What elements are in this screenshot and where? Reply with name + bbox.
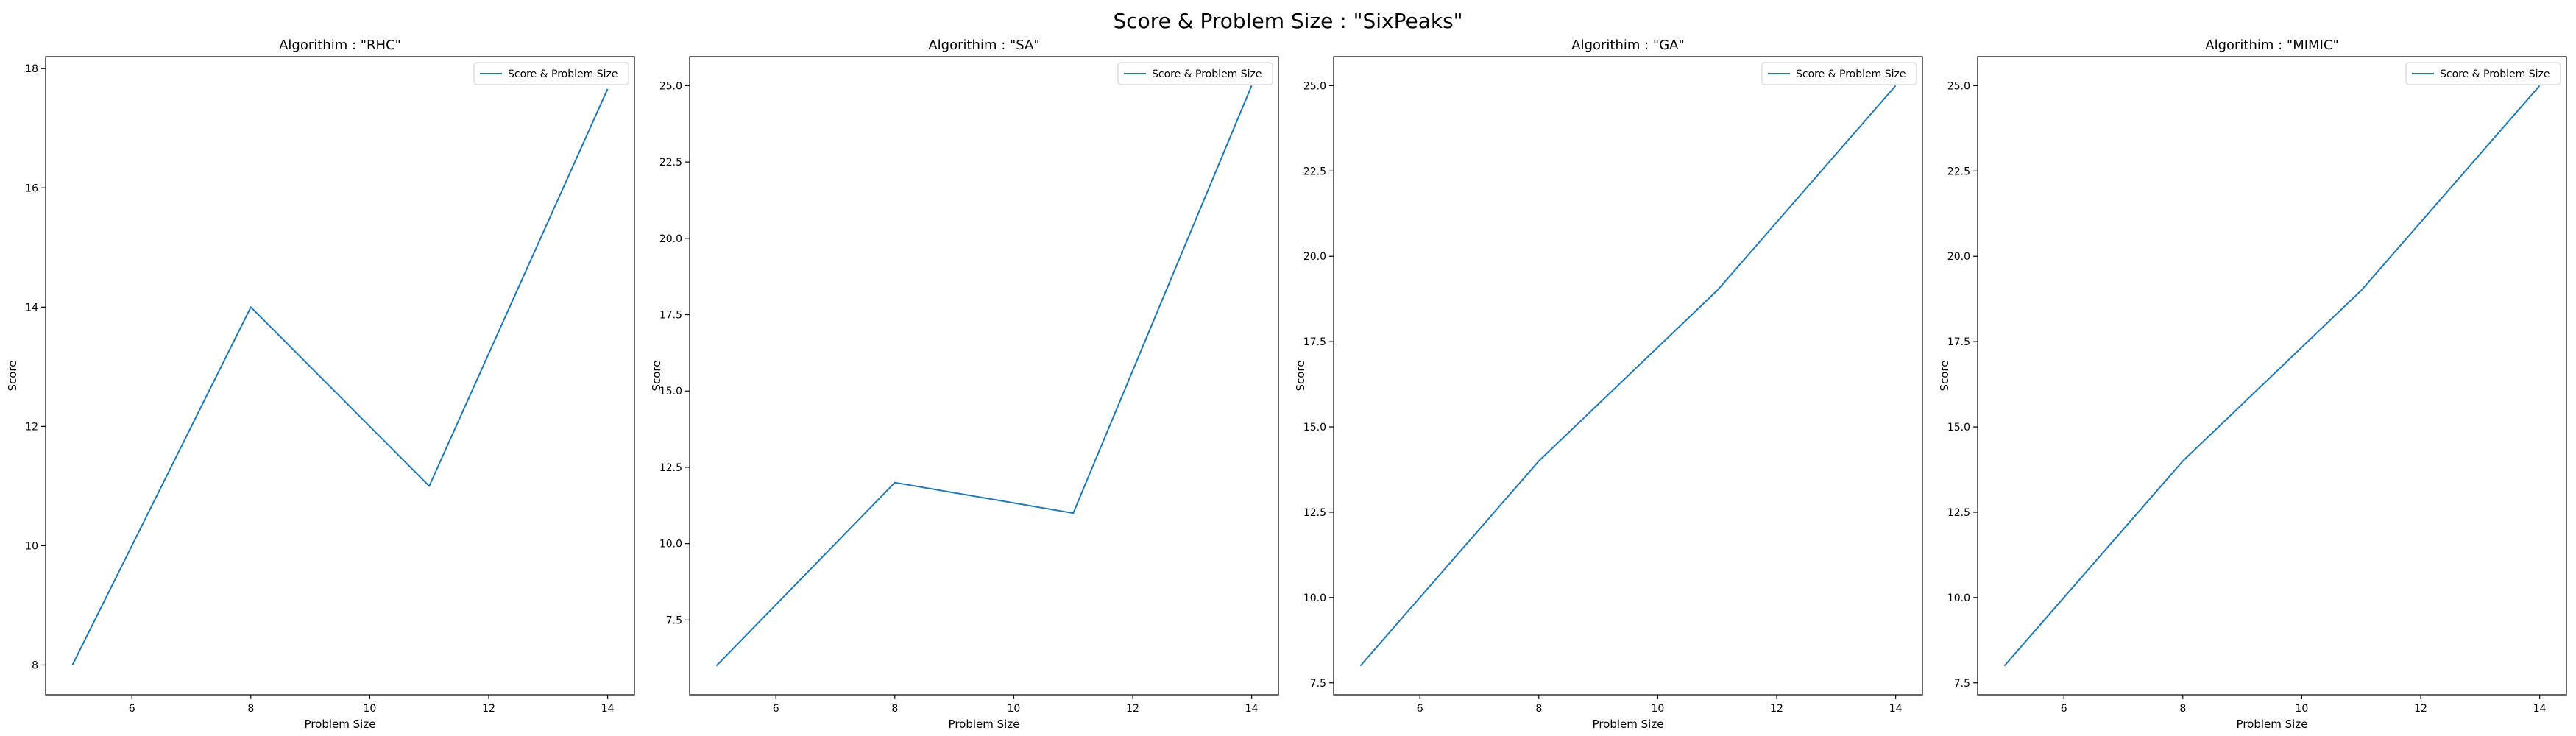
x-tick-label: 12 <box>1770 703 1783 715</box>
subplot-3: Algorithim : "GA" 6 8 10 12 14 7.5 10.0 12.5 15.0… <box>1294 38 1923 731</box>
y-tick-label: 12.5 <box>1303 507 1326 519</box>
y-tick-label: 18 <box>25 63 38 75</box>
axes-frame <box>45 56 635 696</box>
subplot-2: Algorithim : "SA" 6 8 10 12 14 7.5 10.0 12.5 15.0… <box>650 38 1279 731</box>
x-tick-label: 10 <box>1651 703 1664 715</box>
axes-frame <box>689 56 1279 696</box>
subplot-title: Algorithim : "SA" <box>928 38 1039 53</box>
x-tick-label: 6 <box>773 703 779 715</box>
y-tick-label: 20.0 <box>659 233 682 245</box>
x-tick-label: 6 <box>1417 703 1423 715</box>
x-axis-label: Problem Size <box>305 718 376 731</box>
x-tick-label: 14 <box>1889 703 1903 715</box>
legend-label: Score & Problem Size <box>1796 68 1906 80</box>
x-tick-label: 14 <box>601 703 615 715</box>
subplot-title: Algorithim : "GA" <box>1571 38 1684 53</box>
legend-box <box>473 62 629 85</box>
y-tick-label: 10.0 <box>1303 592 1326 604</box>
y-tick-label: 22.5 <box>659 157 682 169</box>
y-tick-label: 12 <box>25 421 38 433</box>
legend-label: Score & Problem Size <box>508 68 618 80</box>
y-tick-label: 15.0 <box>1947 422 1970 434</box>
y-tick-label: 17.5 <box>1947 336 1970 348</box>
y-tick-label: 17.5 <box>1303 336 1326 348</box>
subplot-title: Algorithim : "MIMIC" <box>2205 38 2338 53</box>
legend-label: Score & Problem Size <box>2440 68 2550 80</box>
y-tick-label: 25.0 <box>659 80 682 92</box>
x-axis-label: Problem Size <box>1593 718 1664 731</box>
axes-frame <box>1977 56 2567 696</box>
x-tick-label: 12 <box>1126 703 1139 715</box>
x-tick-label: 10 <box>363 703 376 715</box>
series-line <box>2003 85 2541 667</box>
y-axis-label: Score <box>1938 360 1951 391</box>
y-tick-label: 22.5 <box>1947 166 1970 177</box>
y-axis-label: Score <box>6 360 19 391</box>
x-axis-label: Problem Size <box>949 718 1020 731</box>
y-tick-label: 12.5 <box>659 462 682 474</box>
y-tick-label: 10 <box>25 540 38 552</box>
subplot-4: Algorithim : "MIMIC" 6 8 10 12 14 7.5 10.0 12.5 1… <box>1938 38 2567 731</box>
y-tick-label: 20.0 <box>1303 251 1326 263</box>
legend-label: Score & Problem Size <box>1152 68 1262 80</box>
x-tick-label: 6 <box>129 703 135 715</box>
x-tick-label: 8 <box>1535 703 1542 715</box>
y-tick-label: 10.0 <box>659 539 682 551</box>
x-tick-label: 10 <box>1007 703 1020 715</box>
subplot-1: Algorithim : "RHC" 6 8 10 12 14 8 10 12 14 16 18 Pro… <box>6 38 635 731</box>
x-tick-label: 6 <box>2061 703 2067 715</box>
y-axis-label: Score <box>650 360 663 391</box>
y-tick-label: 14 <box>25 302 38 314</box>
y-tick-label: 12.5 <box>1947 507 1970 519</box>
y-tick-label: 25.0 <box>1303 80 1326 92</box>
y-axis-label: Score <box>1294 360 1307 391</box>
y-tick-label: 17.5 <box>659 310 682 322</box>
series-line <box>71 88 609 665</box>
x-tick-label: 8 <box>2179 703 2186 715</box>
axes-frame <box>1333 56 1923 696</box>
x-axis-label: Problem Size <box>2237 718 2308 731</box>
y-tick-label: 22.5 <box>1303 166 1326 177</box>
x-tick-label: 12 <box>482 703 495 715</box>
x-tick-label: 8 <box>891 703 898 715</box>
x-tick-label: 8 <box>247 703 254 715</box>
y-tick-label: 10.0 <box>1947 592 1970 604</box>
y-tick-label: 7.5 <box>1310 678 1326 690</box>
legend-box <box>2405 62 2561 85</box>
y-tick-label: 7.5 <box>666 615 682 626</box>
subplot-title: Algorithim : "RHC" <box>279 38 401 53</box>
figure-title: Score & Problem Size : "SixPeaks" <box>1113 9 1463 33</box>
y-tick-label: 15.0 <box>1303 422 1326 434</box>
y-tick-label: 16 <box>25 183 38 194</box>
y-tick-label: 25.0 <box>1947 80 1970 92</box>
y-tick-label: 15.0 <box>659 386 682 397</box>
series-line <box>1359 85 1897 667</box>
x-tick-label: 10 <box>2295 703 2308 715</box>
series-line <box>715 85 1253 667</box>
x-tick-label: 14 <box>1245 703 1259 715</box>
legend-box <box>1761 62 1917 85</box>
y-tick-label: 20.0 <box>1947 251 1970 263</box>
y-tick-label: 7.5 <box>1954 678 1970 690</box>
y-tick-label: 8 <box>32 659 38 671</box>
x-tick-label: 12 <box>2414 703 2427 715</box>
legend-box <box>1117 62 1273 85</box>
x-tick-label: 14 <box>2533 703 2547 715</box>
